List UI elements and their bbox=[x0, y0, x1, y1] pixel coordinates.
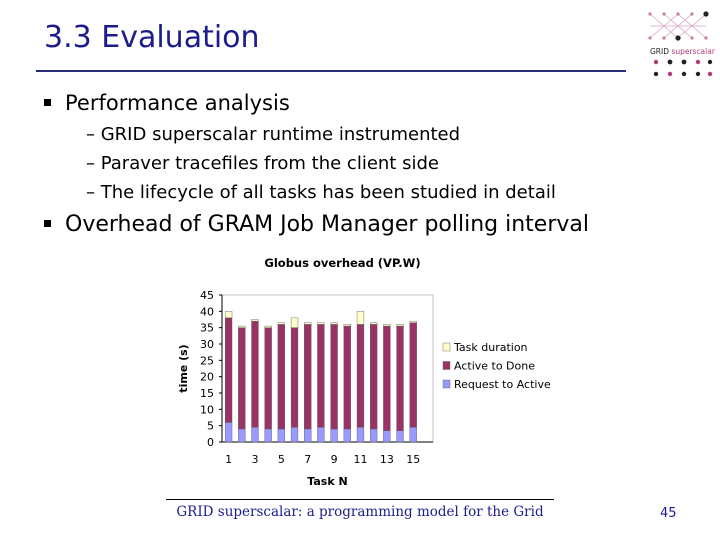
bar-request-to-active bbox=[396, 430, 404, 443]
bar-active-to-done bbox=[264, 327, 272, 430]
legend-label: Request to Active bbox=[454, 378, 551, 391]
bar-task-duration bbox=[343, 324, 351, 327]
bar-active-to-done bbox=[251, 320, 259, 428]
bar-request-to-active bbox=[277, 428, 285, 443]
chart-title: Globus overhead (VP.W) bbox=[264, 256, 420, 270]
legend-swatch bbox=[442, 361, 451, 370]
bar-request-to-active bbox=[370, 428, 378, 443]
title-underline bbox=[36, 70, 626, 72]
bar-request-to-active bbox=[343, 428, 351, 443]
bar-active-to-done bbox=[277, 324, 285, 430]
bar-task-duration bbox=[264, 325, 272, 328]
slide-title: 3.3 Evaluation bbox=[44, 20, 260, 55]
y-tick-label: 30 bbox=[200, 338, 214, 351]
bar-active-to-done bbox=[304, 324, 312, 430]
bar-task-duration bbox=[356, 311, 365, 325]
bar-request-to-active bbox=[224, 422, 233, 443]
bar-task-duration bbox=[238, 325, 246, 328]
y-tick-label: 25 bbox=[200, 354, 214, 367]
y-tick-label: 5 bbox=[207, 420, 214, 433]
y-tick-label: 40 bbox=[200, 305, 214, 318]
bar-active-to-done bbox=[370, 324, 378, 430]
bar-request-to-active bbox=[330, 428, 338, 443]
x-tick-label: 9 bbox=[331, 453, 338, 466]
bar-task-duration bbox=[304, 322, 312, 325]
bar-request-to-active bbox=[264, 428, 272, 443]
bar-active-to-done bbox=[343, 325, 351, 430]
x-tick-label: 13 bbox=[380, 453, 394, 466]
bar-request-to-active bbox=[317, 427, 325, 443]
subitem: – Paraver tracefiles from the client sid… bbox=[86, 153, 439, 174]
x-tick-label: 5 bbox=[278, 453, 285, 466]
y-tick-label: 20 bbox=[200, 371, 214, 384]
bullet-text: Performance analysis bbox=[65, 91, 290, 115]
bullet-overhead-gram: Overhead of GRAM Job Manager polling int… bbox=[44, 212, 589, 237]
bar-active-to-done bbox=[224, 317, 233, 423]
bar-active-to-done bbox=[317, 324, 325, 428]
bar-request-to-active bbox=[251, 427, 259, 443]
footer-rule bbox=[166, 499, 554, 500]
bar-request-to-active bbox=[304, 428, 312, 443]
bar-request-to-active bbox=[238, 428, 246, 443]
footer-text: GRID superscalar: a programming model fo… bbox=[176, 504, 544, 520]
page-number: 45 bbox=[660, 506, 677, 521]
y-tick-label: 0 bbox=[207, 436, 214, 449]
bar-request-to-active bbox=[383, 430, 391, 443]
x-axis-label: Task N bbox=[307, 475, 347, 488]
bar-active-to-done bbox=[383, 325, 391, 431]
legend-label: Active to Done bbox=[454, 360, 535, 373]
bar-active-to-done bbox=[238, 327, 246, 430]
y-tick-label: 10 bbox=[200, 403, 214, 416]
subitem: – GRID superscalar runtime instrumented bbox=[86, 124, 461, 145]
bar-task-duration bbox=[383, 324, 391, 327]
bar-task-duration bbox=[277, 322, 285, 325]
bar-active-to-done bbox=[409, 322, 417, 428]
subitem: – The lifecycle of all tasks has been st… bbox=[86, 182, 556, 203]
y-tick-label: 45 bbox=[200, 289, 214, 302]
bar-active-to-done bbox=[396, 325, 404, 431]
bullet-text: Overhead of GRAM Job Manager polling int… bbox=[65, 212, 589, 237]
bullet-square-icon bbox=[44, 98, 51, 106]
grid-superscalar-logo: GRID superscalar bbox=[648, 11, 716, 77]
bar-request-to-active bbox=[356, 427, 365, 443]
x-tick-label: 3 bbox=[251, 453, 258, 466]
bullet-performance-analysis: Performance analysis bbox=[44, 91, 290, 115]
bullet-square-icon bbox=[44, 219, 51, 227]
bar-task-duration bbox=[251, 319, 259, 322]
bar-active-to-done bbox=[290, 327, 299, 428]
bar-active-to-done bbox=[330, 324, 338, 430]
x-tick-label: 7 bbox=[304, 453, 311, 466]
bar-request-to-active bbox=[290, 427, 299, 443]
bar-request-to-active bbox=[409, 427, 417, 443]
bar-task-duration bbox=[409, 320, 417, 323]
bar-task-duration bbox=[370, 322, 378, 325]
bar-active-to-done bbox=[356, 324, 365, 428]
y-axis-label: time (s) bbox=[177, 344, 190, 392]
x-tick-label: 15 bbox=[406, 453, 420, 466]
y-tick-label: 15 bbox=[200, 387, 214, 400]
globus-overhead-chart: Globus overhead (VP.W)051015202530354045… bbox=[177, 256, 551, 488]
x-tick-label: 11 bbox=[353, 453, 367, 466]
legend-swatch bbox=[442, 379, 451, 389]
bar-task-duration bbox=[317, 322, 325, 325]
bar-task-duration bbox=[290, 317, 299, 328]
y-tick-label: 35 bbox=[200, 322, 214, 335]
x-tick-label: 1 bbox=[225, 453, 232, 466]
bar-task-duration bbox=[224, 311, 233, 319]
legend-swatch bbox=[442, 342, 451, 352]
legend-label: Task duration bbox=[453, 341, 528, 354]
bar-task-duration bbox=[330, 322, 338, 325]
bar-task-duration bbox=[396, 324, 404, 327]
svg-text:GRID superscalar: GRID superscalar bbox=[650, 47, 716, 56]
